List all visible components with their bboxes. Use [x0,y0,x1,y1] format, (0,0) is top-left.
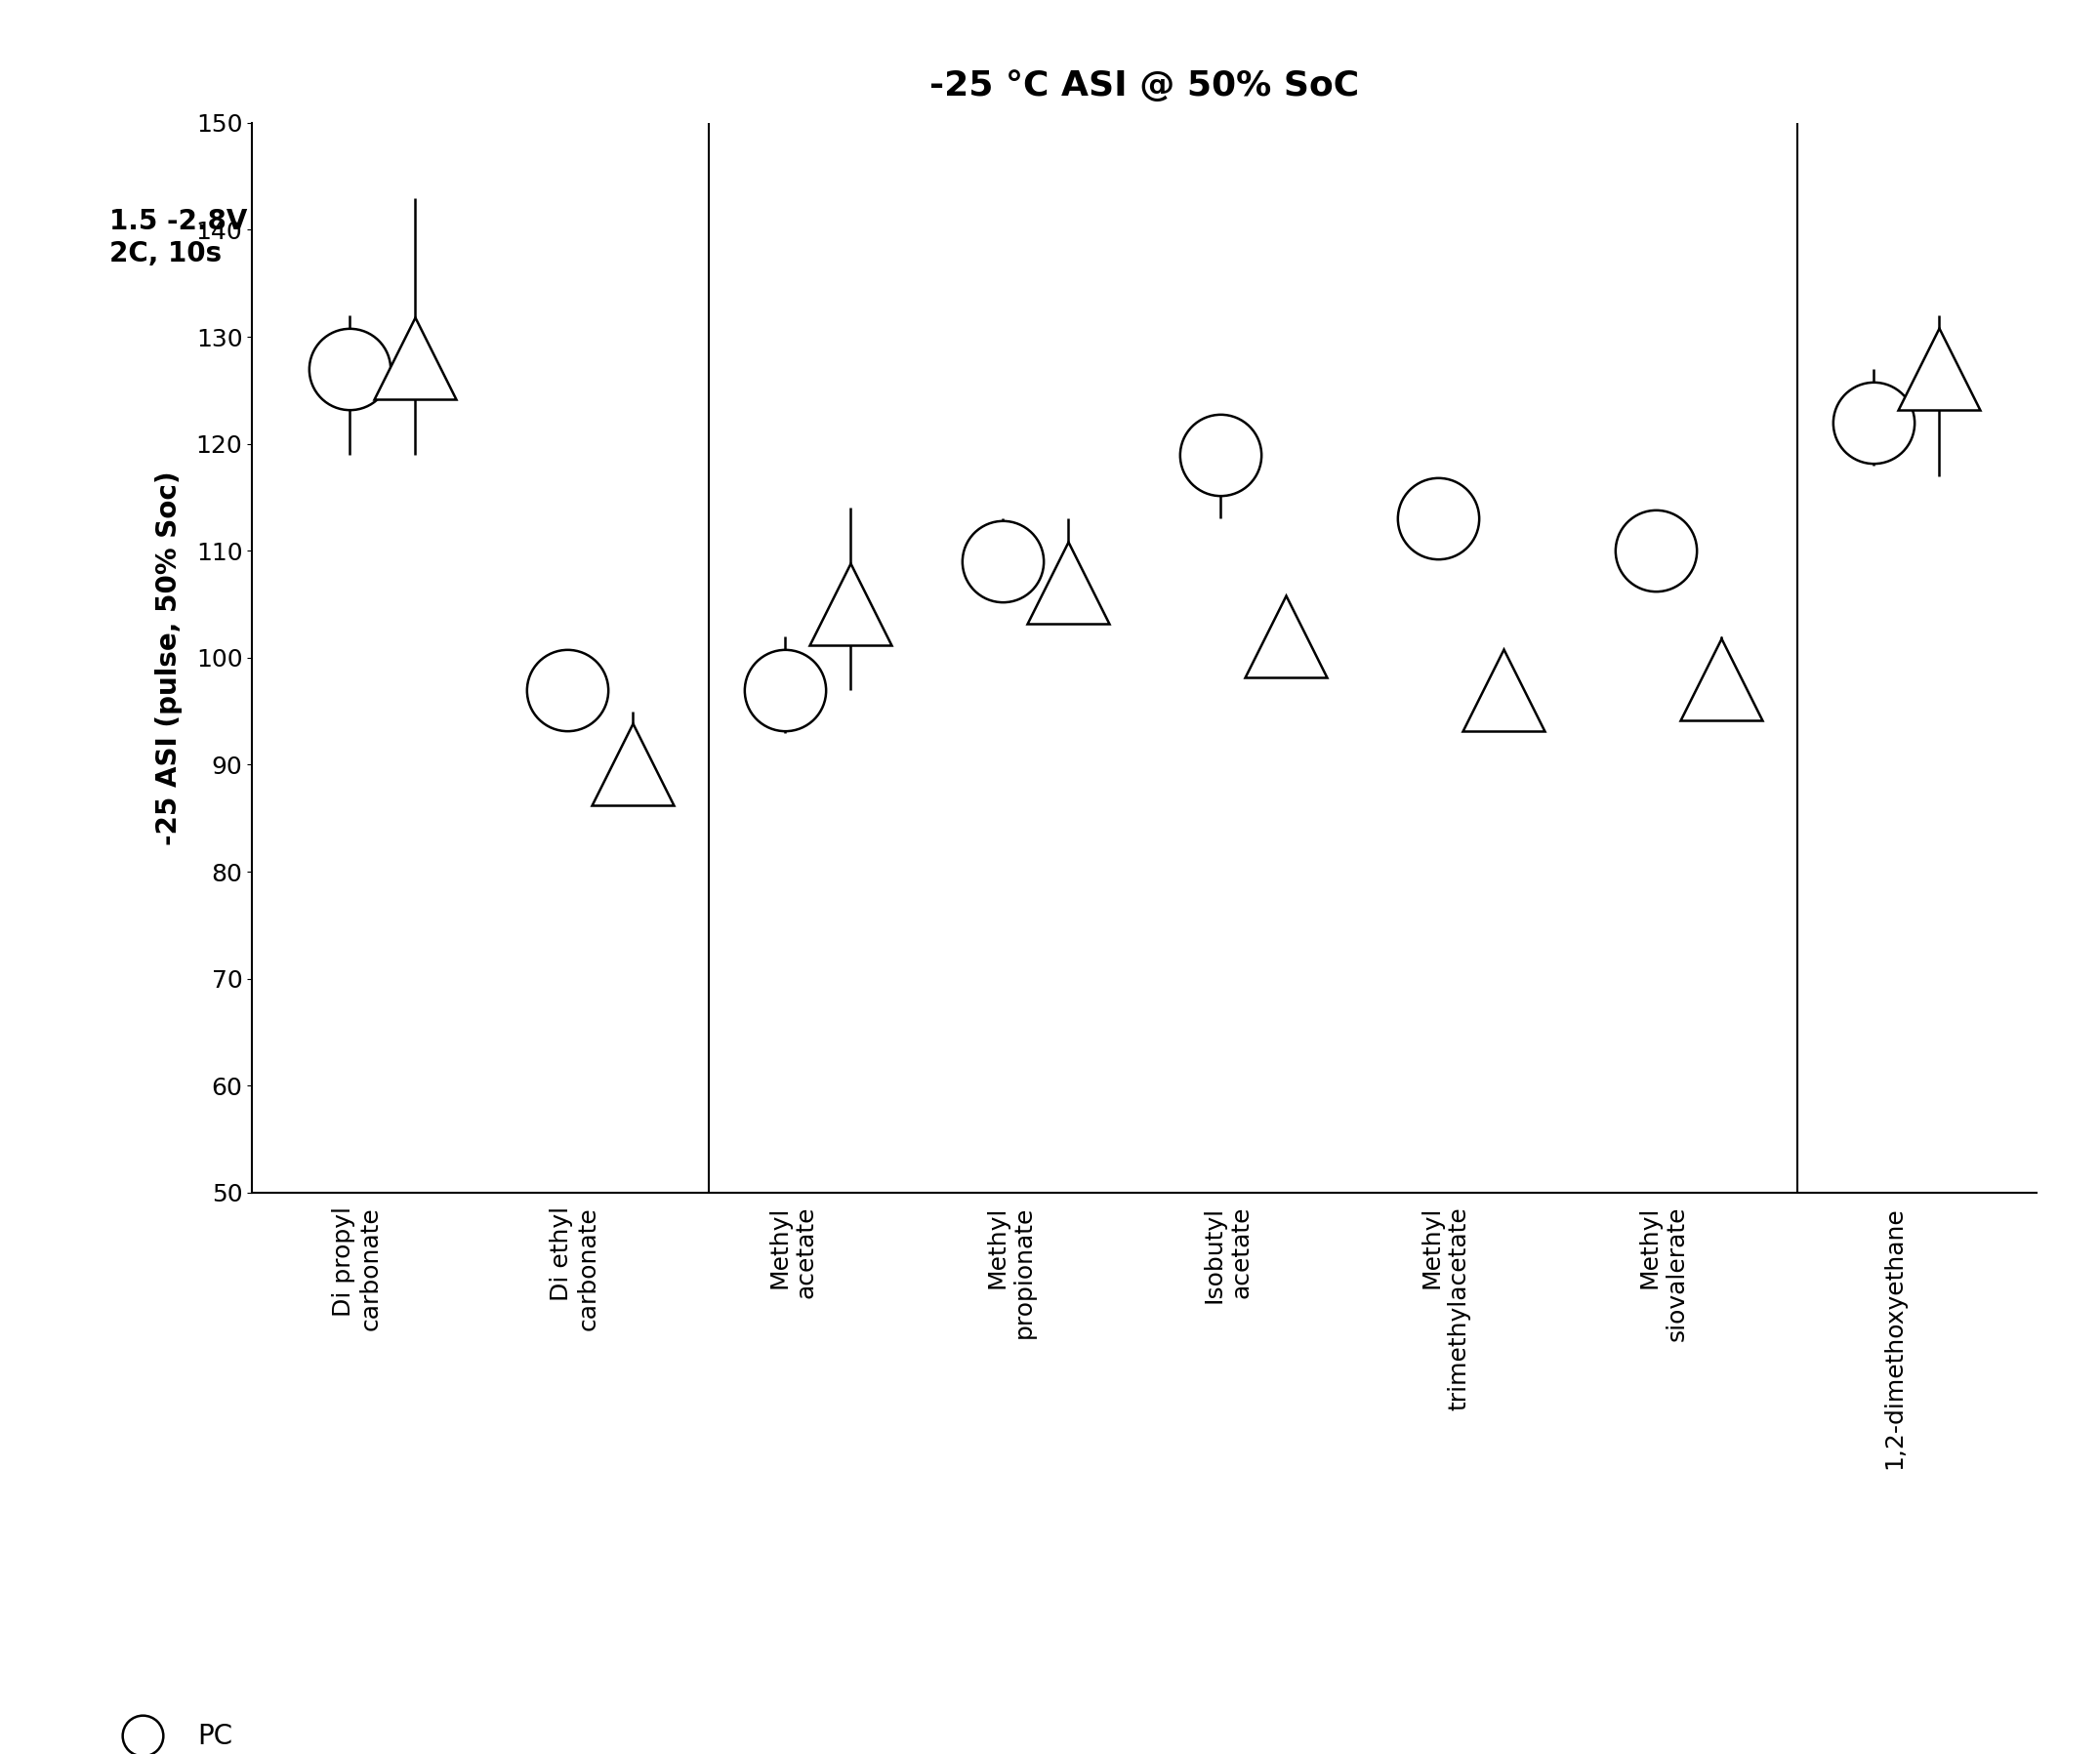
Text: 1.5 -2.8V
2C, 10s: 1.5 -2.8V 2C, 10s [109,209,248,267]
Title: -25 °C ASI @ 50% SoC: -25 °C ASI @ 50% SoC [930,70,1359,102]
Y-axis label: -25 ASI (pulse, 50% Soc): -25 ASI (pulse, 50% Soc) [155,470,183,845]
Legend: PC, Sulfolane: PC, Sulfolane [105,1712,334,1754]
Text: Di propyl
carbonate: Di propyl carbonate [332,1207,382,1330]
Text: Methyl
acetate: Methyl acetate [766,1207,819,1298]
Text: Methyl
propionate: Methyl propionate [985,1207,1035,1338]
Text: Di ethyl
carbonate: Di ethyl carbonate [550,1207,601,1330]
Text: 1,2-dimethoxyethane: 1,2-dimethoxyethane [1884,1207,1907,1468]
Text: Methyl
trimethylacetate: Methyl trimethylacetate [1420,1207,1470,1410]
Text: Isobutyl
acetate: Isobutyl acetate [1203,1207,1254,1303]
Text: Methyl
siovalerate: Methyl siovalerate [1638,1207,1688,1342]
